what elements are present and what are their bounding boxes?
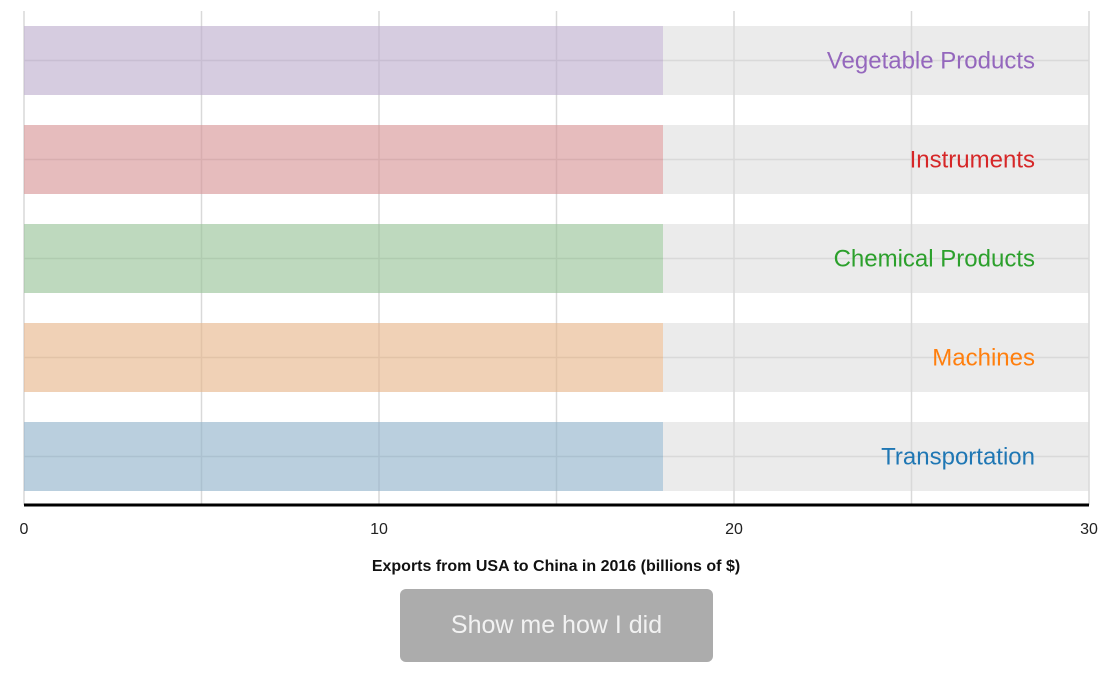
bar-transportation[interactable] (24, 422, 663, 491)
category-label-layer: Vegetable Products Instruments Chemical Pr… (827, 48, 1035, 471)
bar-chemical-products[interactable] (24, 224, 663, 293)
category-label: Chemical Products (834, 246, 1035, 273)
x-tick-label: 0 (20, 521, 29, 538)
category-label: Vegetable Products (827, 48, 1035, 75)
bar-instruments[interactable] (24, 125, 663, 194)
x-tick-label: 10 (370, 521, 388, 538)
bar-machines[interactable] (24, 323, 663, 392)
category-label: Machines (932, 345, 1035, 372)
category-label: Instruments (910, 147, 1035, 174)
show-me-how-i-did-button[interactable]: Show me how I did (400, 589, 713, 662)
category-label: Transportation (881, 444, 1035, 471)
x-tick-label: 20 (725, 521, 743, 538)
bar-layer (24, 26, 663, 491)
x-tick-layer: 0 10 20 30 (20, 521, 1098, 538)
bar-chart: Vegetable Products Instruments Chemical Pr… (20, 11, 1098, 575)
x-axis-title: Exports from USA to China in 2016 (billi… (372, 558, 740, 575)
grid-layer (23, 11, 1090, 505)
x-tick-label: 30 (1080, 521, 1098, 538)
bar-vegetable-products[interactable] (24, 26, 663, 95)
